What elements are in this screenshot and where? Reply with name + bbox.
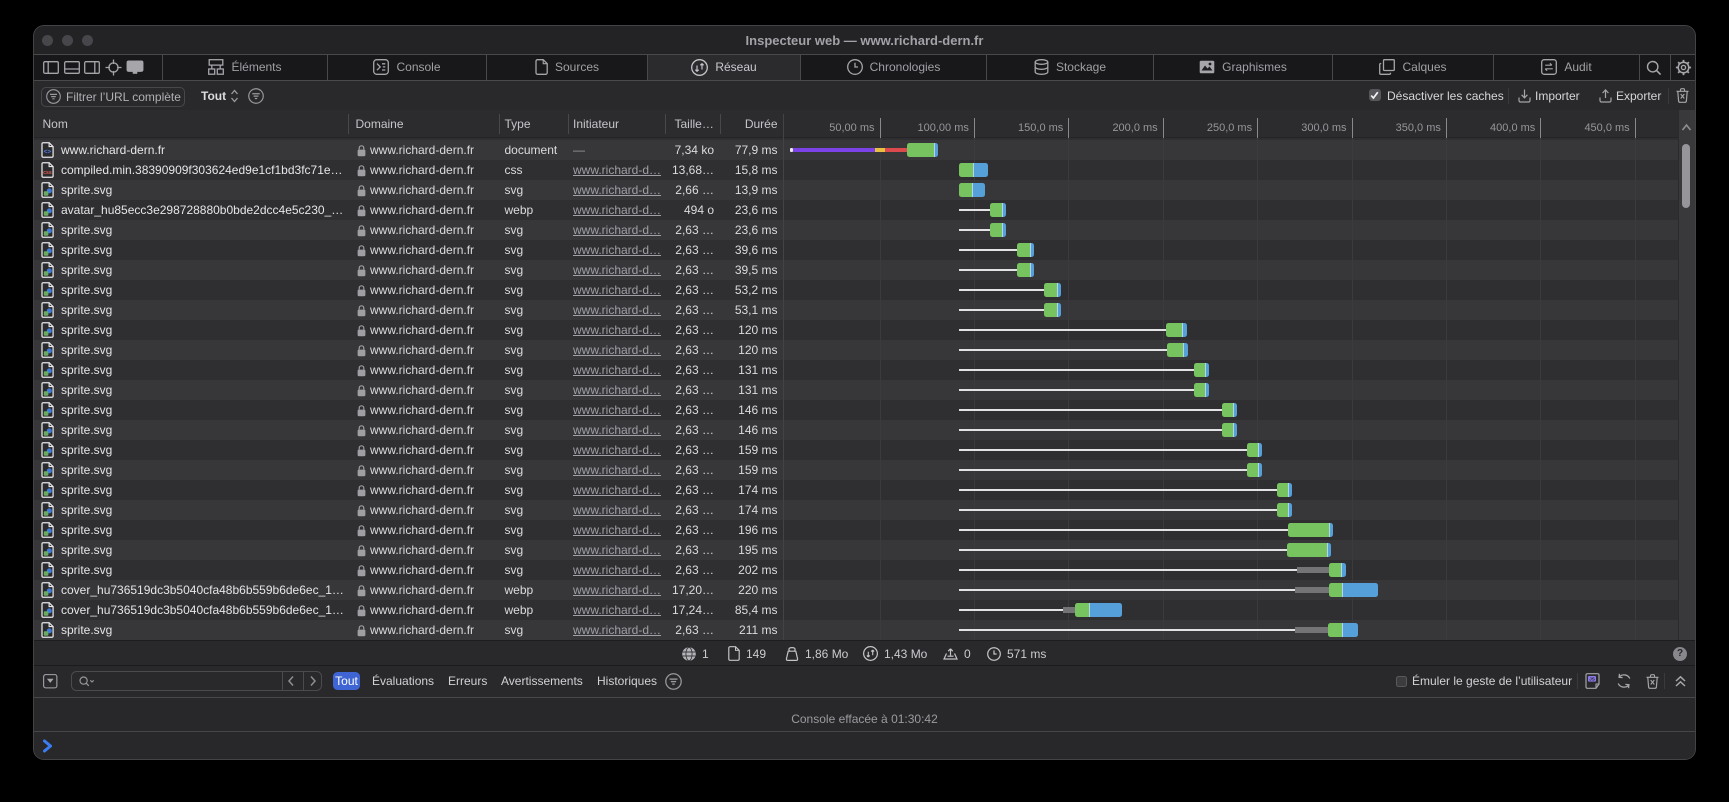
svg-text:JS: JS <box>1589 677 1595 682</box>
svg-text:css: css <box>43 170 52 176</box>
svg-text:<>: <> <box>44 149 52 156</box>
